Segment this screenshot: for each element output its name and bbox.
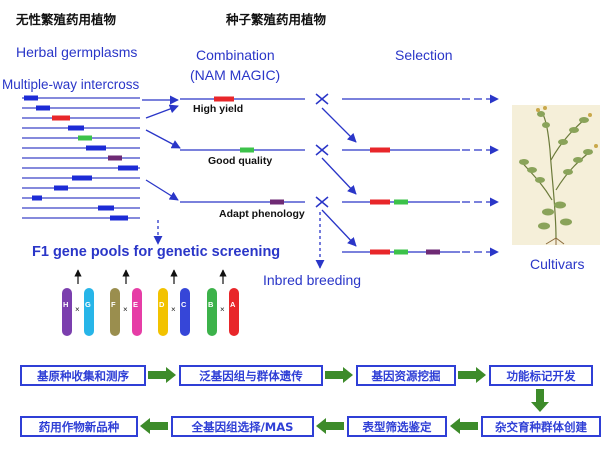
seed-header: 种子繁殖药用植物 xyxy=(226,12,327,27)
inbred-breeding-label: Inbred breeding xyxy=(263,272,362,288)
chrom-letter-d: D xyxy=(159,300,165,309)
chromosome-pair-dc xyxy=(158,269,190,336)
to-cultivar-arrows xyxy=(462,94,499,257)
herbal-germplasms-label: Herbal germplasms xyxy=(16,44,138,60)
pipeline-step-marker-dev: 功能标记开发 xyxy=(489,365,593,386)
f1-gene-pools-label: F1 gene pools for genetic screening xyxy=(32,244,281,260)
pipeline-step-population: 杂交育种群体创建 xyxy=(481,416,601,437)
chromosome-pair-fe xyxy=(110,269,142,336)
cross-sym-3: × xyxy=(171,305,176,314)
plant-illustration xyxy=(512,105,600,245)
cross-sym-4: × xyxy=(220,305,225,314)
pipeline-step-gene-mining: 基因资源挖掘 xyxy=(356,365,456,386)
chrom-letter-a: A xyxy=(230,300,236,309)
pipeline-step-phenotyping: 表型筛选鉴定 xyxy=(347,416,447,437)
cross-sym-2: × xyxy=(123,305,128,314)
germplasm-segments xyxy=(24,95,138,221)
adapt-phenology-label: Adapt phenology xyxy=(219,208,305,220)
selection-lines xyxy=(342,98,460,253)
chromosome-pair-hg xyxy=(62,269,94,336)
selection-label: Selection xyxy=(395,47,453,63)
pipeline-arrows xyxy=(140,367,549,434)
good-quality-label: Good quality xyxy=(208,155,273,167)
cross-marks xyxy=(315,93,329,208)
combination-label: Combination xyxy=(196,47,275,63)
selection-arrows xyxy=(321,107,357,247)
adapt-segment xyxy=(270,199,284,205)
pipeline-step-new-variety: 药用作物新品种 xyxy=(20,416,138,437)
nam-magic-label: (NAM MAGIC) xyxy=(190,67,281,83)
chromosome-pairs xyxy=(62,269,239,336)
chrom-letter-c: C xyxy=(181,300,187,309)
chrom-letter-h: H xyxy=(63,300,69,309)
high-yield-label: High yield xyxy=(193,103,244,115)
high-yield-segment xyxy=(214,96,234,102)
combination-arrows xyxy=(142,95,181,201)
good-quality-segment xyxy=(240,147,254,153)
cross-sym-1: × xyxy=(75,305,80,314)
pipeline-step-collection: 基原种收集和测序 xyxy=(20,365,146,386)
cultivars-label: Cultivars xyxy=(530,256,585,272)
chromosome-pair-ba xyxy=(207,269,239,336)
pipeline-step-pangenome: 泛基因组与群体遗传 xyxy=(179,365,323,386)
asexual-header: 无性繁殖药用植物 xyxy=(16,12,117,27)
chrom-letter-b: B xyxy=(208,300,214,309)
pipeline-step-genomic-selection: 全基因组选择/MAS xyxy=(171,416,314,437)
chrom-letter-f: F xyxy=(111,300,116,309)
chrom-letter-g: G xyxy=(85,300,91,309)
intercross-label: Multiple-way intercross xyxy=(2,77,140,92)
chrom-letter-e: E xyxy=(133,300,139,309)
